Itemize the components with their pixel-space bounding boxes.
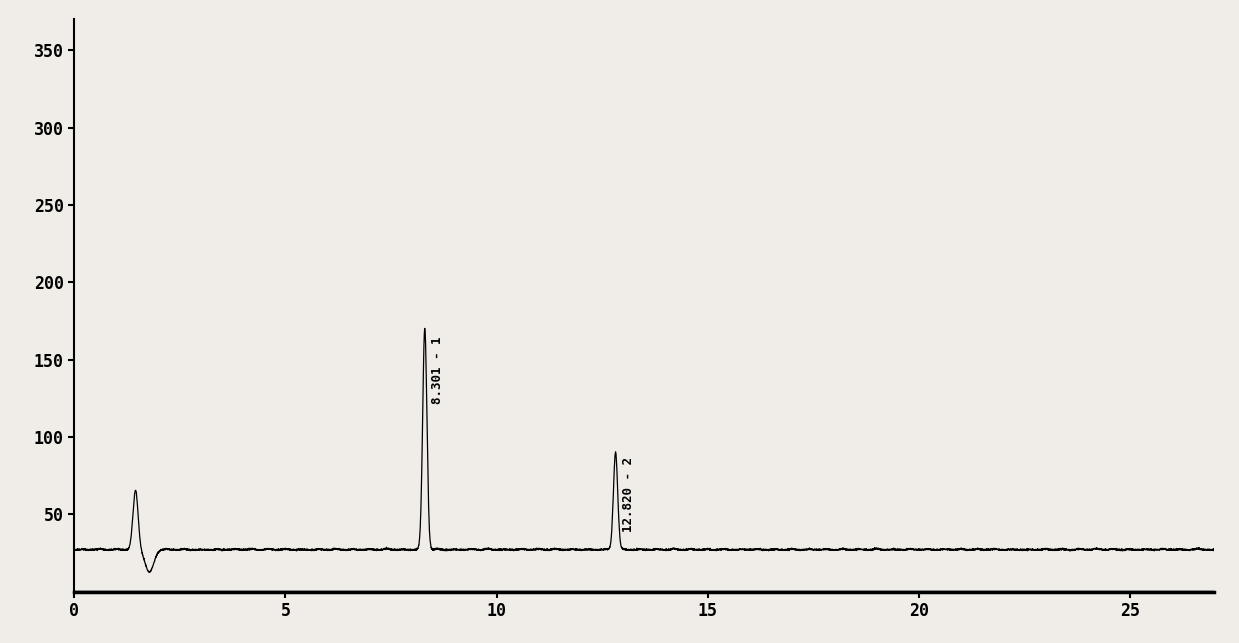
Text: 8.301 - 1: 8.301 - 1 [431,336,444,404]
Text: 12.820 - 2: 12.820 - 2 [622,457,634,532]
